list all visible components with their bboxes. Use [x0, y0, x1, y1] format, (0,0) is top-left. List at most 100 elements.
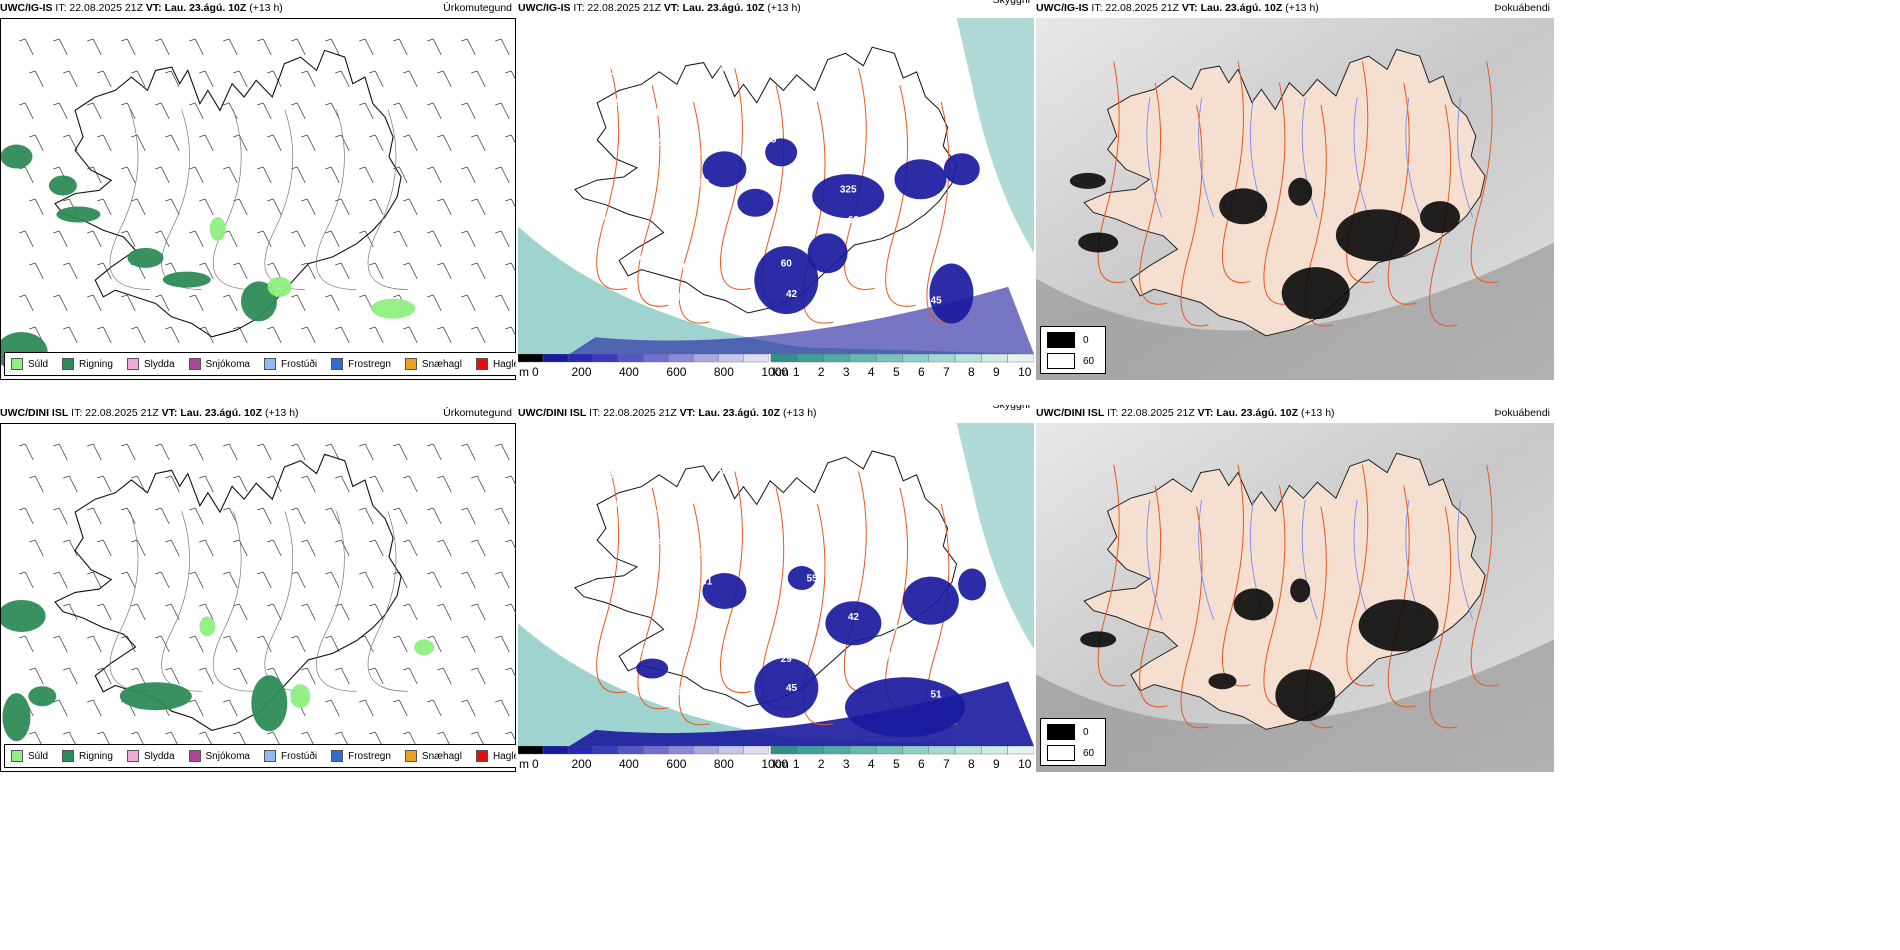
wind-barb: [325, 635, 340, 653]
fog-legend-dark-swatch: [1047, 724, 1075, 740]
lead-time: (+13 h): [767, 2, 801, 14]
legend-swatch: [11, 358, 23, 370]
river: [1146, 499, 1163, 620]
wind-barb: [427, 166, 442, 184]
wind-barb: [437, 326, 452, 344]
sea-fog-band: [1036, 639, 1554, 772]
wind-barb: [199, 134, 214, 152]
wind-barb: [267, 262, 282, 280]
cloud-base-label: 43: [590, 580, 602, 591]
colorbar-swatch: [592, 354, 619, 363]
wind-barb: [53, 443, 68, 461]
wind-barb: [403, 198, 418, 216]
cloud-base-label: 32: [910, 541, 922, 552]
fog-area: [1078, 232, 1119, 253]
cloud-base-label: 83: [801, 544, 813, 555]
wind-barb: [369, 667, 384, 685]
colorbar-tick: 600: [666, 757, 686, 771]
wind-barb: [53, 230, 68, 248]
road: [1139, 485, 1168, 708]
wind-barb: [393, 102, 408, 120]
wind-barb: [301, 198, 316, 216]
wind-barb: [335, 539, 350, 557]
fog-area: [1281, 267, 1350, 320]
wind-barb: [471, 667, 486, 685]
wind-barb: [155, 230, 170, 248]
panel-header: UWC/DINI ISL IT: 22.08.2025 21Z VT: Lau.…: [1036, 405, 1554, 421]
terrain-contour: [212, 511, 254, 692]
wind-barb: [29, 262, 44, 280]
low-cloud-area: [807, 233, 848, 274]
cloud-base-label: 53: [636, 252, 648, 263]
fog-area: [1069, 172, 1106, 189]
colorbar-swatch: [770, 746, 798, 755]
wind-barb: [471, 134, 486, 152]
cloud-base-label: 130: [881, 622, 898, 633]
road: [637, 85, 669, 307]
fog-legend: 0 60: [1040, 326, 1106, 374]
road: [802, 503, 834, 726]
cloud-base-label: 42: [786, 289, 798, 300]
road: [885, 85, 916, 307]
wind-barb: [301, 475, 316, 493]
colorbar-swatch: [954, 746, 982, 755]
wind-barb: [223, 166, 238, 184]
precip-type-panel-row2: UWC/DINI ISL IT: 22.08.2025 21Z VT: Lau.…: [0, 405, 516, 772]
wind-barb: [471, 603, 486, 621]
precip-area: [162, 271, 211, 288]
wind-barb: [189, 230, 204, 248]
cloud-base-label: 40: [574, 460, 586, 471]
wind-barb: [19, 443, 34, 461]
legend-item: Slydda: [126, 358, 175, 370]
wind-barb: [257, 102, 272, 120]
cloud-base-label: 83: [693, 547, 705, 558]
wind-barb: [325, 699, 340, 717]
legend-label: Frostúði: [280, 750, 318, 762]
fog-area: [1358, 599, 1439, 652]
wind-barb: [471, 198, 486, 216]
wind-barb: [359, 294, 374, 312]
wind-barb: [291, 635, 306, 653]
wind-barb: [495, 443, 510, 461]
wind-barb: [155, 443, 170, 461]
legend-item: Rigning: [62, 358, 113, 370]
wind-barb: [427, 102, 442, 120]
wind-barb: [131, 603, 146, 621]
wind-barb: [495, 507, 510, 525]
wind-barb: [359, 571, 374, 589]
wind-barb: [233, 326, 248, 344]
wind-barb: [267, 134, 282, 152]
lead-time: (+13 h): [249, 2, 283, 14]
sea-fog-band: [1036, 242, 1554, 380]
cloud-base-label: 61: [657, 138, 669, 149]
low-cloud-area: [958, 568, 987, 601]
panel-title: Þokuábendi: [1494, 2, 1550, 14]
valid-time: VT: Lau. 23.ágú. 10Z: [1181, 2, 1283, 14]
cloud-base-label: 16216: [664, 262, 692, 273]
wind-barb: [403, 475, 418, 493]
wind-barb: [325, 443, 340, 461]
low-cloud-area: [943, 153, 980, 186]
visibility-colorbar: m 0 200 400 600 800 1000 km 1 2 3 4 5 6 7 8 9 10: [518, 746, 1034, 772]
wind-barb: [461, 443, 476, 461]
low-cloud-area: [894, 159, 947, 200]
terrain-contour: [367, 109, 409, 290]
legend-swatch: [188, 750, 201, 762]
legend-label: Haglél: [492, 358, 516, 370]
precip-area: [199, 616, 216, 637]
wind-barb: [267, 475, 282, 493]
terrain-contour: [212, 109, 254, 290]
fog-area: [1420, 201, 1461, 234]
wind-barb: [87, 294, 102, 312]
legend-swatch: [263, 750, 276, 762]
wind-barb: [19, 102, 34, 120]
wind-barb: [121, 294, 136, 312]
wind-barb: [369, 326, 384, 344]
road: [1304, 506, 1334, 729]
colorbar-tick: 10: [1018, 757, 1032, 771]
terrain-contour: [367, 511, 409, 692]
colorbar-swatch: [692, 746, 719, 755]
precip-area: [1, 599, 46, 632]
wind-barb: [165, 198, 180, 216]
precip-area: [414, 639, 435, 656]
